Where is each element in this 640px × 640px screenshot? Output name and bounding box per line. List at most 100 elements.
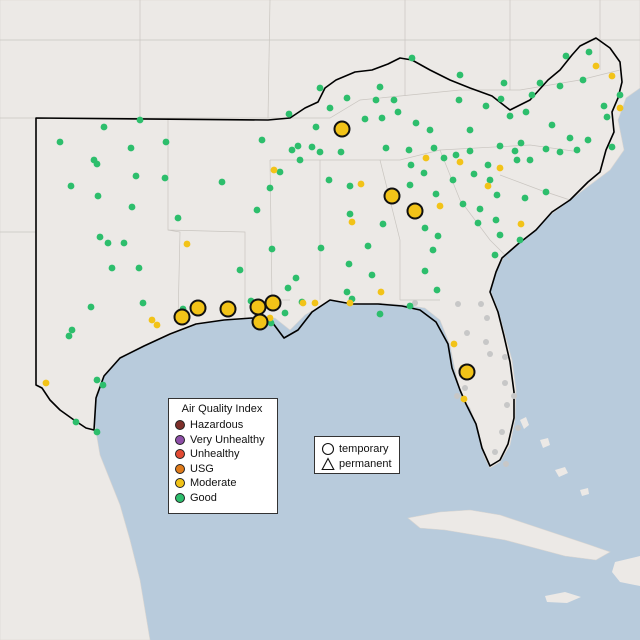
monitor-good-marker[interactable] (521, 194, 529, 202)
monitor-no-data-marker[interactable] (504, 402, 510, 408)
monitor-moderate-marker[interactable] (270, 166, 278, 174)
monitor-good-marker[interactable] (456, 71, 464, 79)
monitor-good-marker[interactable] (556, 82, 564, 90)
monitor-good-marker[interactable] (470, 170, 478, 178)
monitor-good-marker[interactable] (108, 264, 116, 272)
monitor-good-marker[interactable] (337, 148, 345, 156)
monitor-good-marker[interactable] (174, 214, 182, 222)
monitor-good-marker[interactable] (325, 176, 333, 184)
monitor-good-marker[interactable] (474, 219, 482, 227)
monitor-good-marker[interactable] (496, 231, 504, 239)
monitor-good-marker[interactable] (294, 142, 302, 150)
monitor-good-marker[interactable] (87, 303, 95, 311)
monitor-good-marker[interactable] (517, 139, 525, 147)
monitor-good-marker[interactable] (296, 156, 304, 164)
monitor-good-marker[interactable] (433, 286, 441, 294)
monitor-good-marker[interactable] (368, 271, 376, 279)
monitor-moderate-marker[interactable] (42, 379, 50, 387)
monitor-good-marker[interactable] (343, 94, 351, 102)
monitor-good-marker[interactable] (579, 76, 587, 84)
monitor-good-marker[interactable] (139, 299, 147, 307)
monitor-good-marker[interactable] (394, 108, 402, 116)
monitor-good-marker[interactable] (511, 147, 519, 155)
monitor-moderate-large-marker[interactable] (173, 308, 191, 326)
monitor-good-marker[interactable] (93, 376, 101, 384)
monitor-no-data-marker[interactable] (464, 330, 470, 336)
monitor-moderate-marker[interactable] (517, 220, 525, 228)
monitor-good-marker[interactable] (99, 381, 107, 389)
monitor-good-marker[interactable] (584, 136, 592, 144)
monitor-no-data-marker[interactable] (487, 351, 493, 357)
monitor-good-marker[interactable] (608, 143, 616, 151)
monitor-good-marker[interactable] (585, 48, 593, 56)
monitor-good-marker[interactable] (372, 96, 380, 104)
monitor-good-marker[interactable] (284, 284, 292, 292)
monitor-good-marker[interactable] (378, 114, 386, 122)
monitor-good-marker[interactable] (513, 156, 521, 164)
monitor-good-marker[interactable] (65, 332, 73, 340)
monitor-no-data-marker[interactable] (484, 315, 490, 321)
monitor-good-marker[interactable] (484, 161, 492, 169)
monitor-moderate-large-marker[interactable] (383, 187, 401, 205)
monitor-good-marker[interactable] (466, 147, 474, 155)
monitor-moderate-marker[interactable] (592, 62, 600, 70)
monitor-good-marker[interactable] (161, 174, 169, 182)
monitor-moderate-marker[interactable] (616, 104, 624, 112)
monitor-moderate-marker[interactable] (460, 395, 468, 403)
monitor-good-marker[interactable] (421, 267, 429, 275)
monitor-no-data-marker[interactable] (483, 339, 489, 345)
monitor-good-marker[interactable] (72, 418, 80, 426)
monitor-good-marker[interactable] (120, 239, 128, 247)
monitor-good-marker[interactable] (600, 102, 608, 110)
monitor-good-marker[interactable] (516, 236, 524, 244)
monitor-good-marker[interactable] (440, 154, 448, 162)
monitor-good-marker[interactable] (476, 205, 484, 213)
monitor-no-data-marker[interactable] (502, 354, 508, 360)
monitor-good-marker[interactable] (136, 116, 144, 124)
monitor-moderate-large-marker[interactable] (458, 363, 476, 381)
monitor-no-data-marker[interactable] (503, 461, 509, 467)
monitor-good-marker[interactable] (276, 168, 284, 176)
monitor-good-marker[interactable] (100, 123, 108, 131)
monitor-moderate-marker[interactable] (357, 180, 365, 188)
monitor-no-data-marker[interactable] (454, 393, 460, 399)
monitor-good-marker[interactable] (268, 245, 276, 253)
monitor-good-marker[interactable] (285, 110, 293, 118)
monitor-good-marker[interactable] (345, 260, 353, 268)
monitor-good-marker[interactable] (67, 182, 75, 190)
monitor-good-marker[interactable] (162, 138, 170, 146)
monitor-no-data-marker[interactable] (455, 301, 461, 307)
monitor-good-marker[interactable] (426, 126, 434, 134)
monitor-good-marker[interactable] (556, 148, 564, 156)
monitor-good-marker[interactable] (379, 220, 387, 228)
monitor-no-data-marker[interactable] (502, 380, 508, 386)
monitor-moderate-marker[interactable] (608, 72, 616, 80)
monitor-good-marker[interactable] (459, 200, 467, 208)
monitor-good-marker[interactable] (316, 148, 324, 156)
monitor-moderate-marker[interactable] (436, 202, 444, 210)
monitor-good-marker[interactable] (128, 203, 136, 211)
monitor-good-marker[interactable] (420, 169, 428, 177)
monitor-good-marker[interactable] (566, 134, 574, 142)
monitor-good-marker[interactable] (236, 266, 244, 274)
monitor-good-marker[interactable] (548, 121, 556, 129)
monitor-moderate-marker[interactable] (266, 314, 274, 322)
monitor-good-marker[interactable] (364, 242, 372, 250)
monitor-good-marker[interactable] (434, 232, 442, 240)
monitor-moderate-marker[interactable] (456, 158, 464, 166)
monitor-moderate-marker[interactable] (496, 164, 504, 172)
monitor-good-marker[interactable] (528, 91, 536, 99)
monitor-no-data-marker[interactable] (412, 300, 418, 306)
monitor-good-marker[interactable] (382, 144, 390, 152)
monitor-moderate-marker[interactable] (484, 182, 492, 190)
monitor-good-marker[interactable] (496, 142, 504, 150)
monitor-moderate-large-marker[interactable] (249, 298, 267, 316)
monitor-good-marker[interactable] (406, 302, 414, 310)
monitor-good-marker[interactable] (104, 239, 112, 247)
monitor-good-marker[interactable] (390, 96, 398, 104)
monitor-good-marker[interactable] (346, 210, 354, 218)
monitor-good-marker[interactable] (258, 136, 266, 144)
monitor-good-marker[interactable] (94, 192, 102, 200)
monitor-good-marker[interactable] (603, 113, 611, 121)
